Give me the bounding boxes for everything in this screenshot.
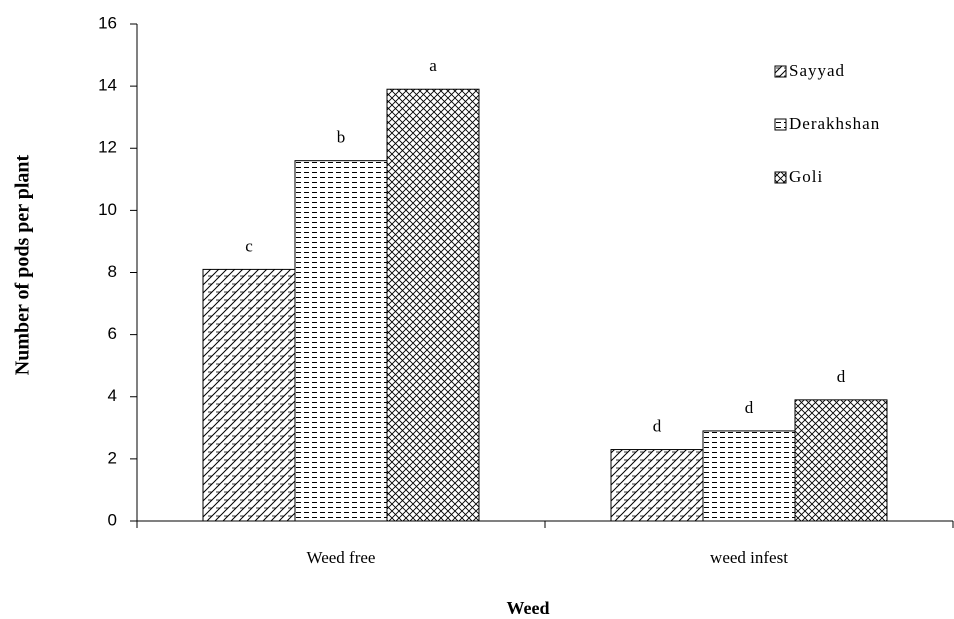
bar (202, 268, 296, 522)
bar (794, 399, 888, 522)
legend-swatch (774, 118, 787, 131)
y-tick-label: 14 (98, 76, 117, 95)
y-tick-label: 2 (108, 448, 117, 467)
legend-swatch (774, 65, 787, 78)
bar-annotation: c (245, 236, 253, 255)
legend-label: Sayyad (789, 61, 845, 80)
bar-annotation: d (745, 398, 754, 417)
bar (610, 449, 704, 522)
y-tick-label: 8 (108, 262, 117, 281)
bar-annotation: d (837, 367, 846, 386)
bar-annotation: b (337, 128, 346, 147)
legend-label: Goli (789, 167, 823, 186)
y-tick-label: 10 (98, 200, 117, 219)
x-tick-label: weed infest (710, 548, 788, 567)
y-tick-label: 0 (108, 510, 117, 529)
bar (386, 88, 480, 522)
bar (294, 160, 388, 522)
bar (702, 430, 796, 522)
bar-annotation: a (429, 56, 437, 75)
y-tick-label: 12 (98, 138, 117, 157)
x-tick-label: Weed free (307, 548, 376, 567)
bar-annotation: d (653, 416, 662, 435)
y-tick-label: 4 (108, 386, 117, 405)
legend-label: Derakhshan (789, 114, 880, 133)
y-tick-label: 16 (98, 13, 117, 32)
x-axis-label: Weed (507, 598, 550, 618)
y-tick-label: 6 (108, 324, 117, 343)
y-axis-label: Number of pods per plant (12, 154, 34, 375)
legend-swatch (774, 171, 787, 184)
